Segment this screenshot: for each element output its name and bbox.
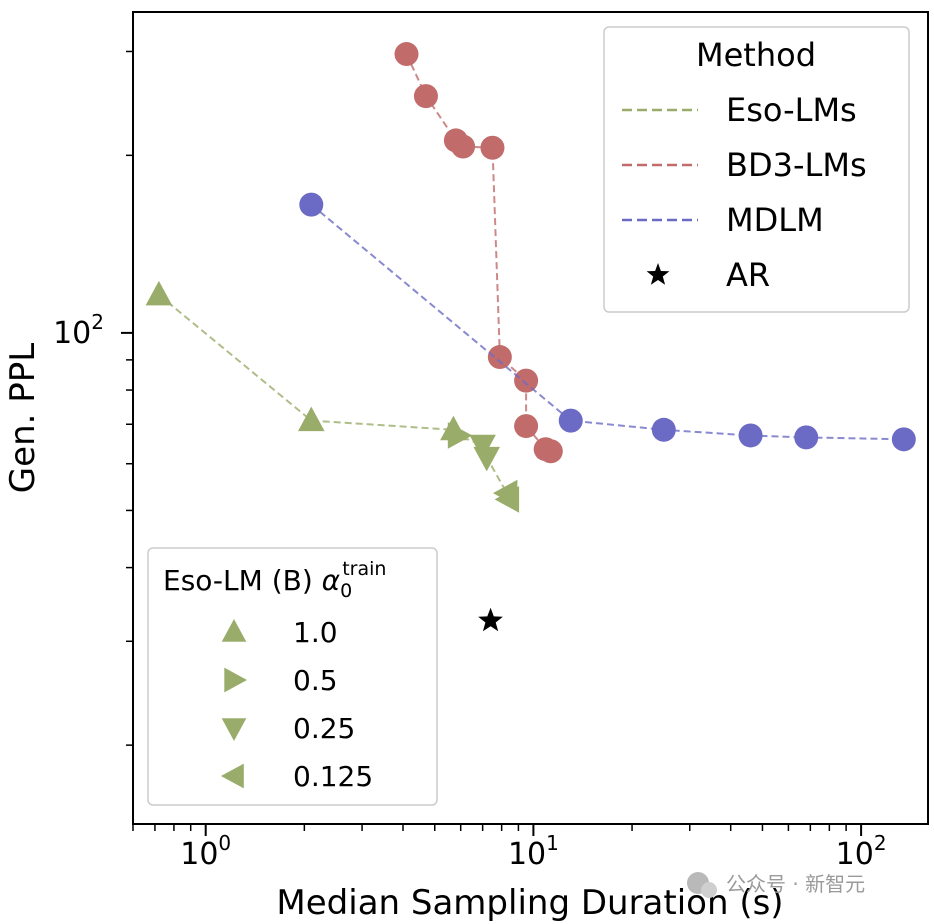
data-point — [558, 408, 583, 433]
data-point — [145, 280, 173, 306]
alpha-legend-title-main: Eso-LM (B) — [163, 564, 322, 597]
alpha-legend-title-symbol: α — [322, 564, 341, 597]
alpha-legend-marker — [221, 718, 247, 741]
data-point — [473, 446, 500, 472]
data-point — [738, 423, 763, 448]
x-tick-label: 100 — [180, 831, 231, 872]
data-point — [494, 486, 520, 513]
method-legend-entry: BD3-LMs — [622, 146, 867, 184]
method-legend-box — [603, 26, 910, 313]
legend-star-marker — [646, 263, 670, 285]
x-tick-label: 102 — [836, 831, 887, 872]
alpha-legend-title-sup: train — [342, 558, 386, 580]
method-legend-label: BD3-LMs — [726, 146, 867, 184]
alpha-legend-entry: 1.0 — [221, 616, 338, 649]
alpha-legend-title: Eso-LM (B) α0train — [163, 558, 386, 602]
alpha-legend-label: 0.5 — [293, 664, 338, 697]
method-legend: Method Eso-LMs BD3-LMs MDLM AR — [603, 26, 910, 313]
alpha-legend-marker — [224, 667, 247, 693]
method-legend-label: Eso-LMs — [726, 91, 857, 129]
data-point — [413, 84, 438, 109]
method-legend-label: MDLM — [726, 201, 824, 239]
x-tick-label: 101 — [508, 831, 559, 872]
method-legend-label: AR — [726, 256, 770, 294]
method-legend-entry: AR — [646, 256, 770, 294]
watermark-text: 公众号 · 新智元 — [726, 872, 865, 896]
alpha-legend-marker — [221, 619, 247, 642]
data-point — [514, 414, 539, 439]
data-point — [394, 42, 419, 67]
watermark: 公众号 · 新智元 — [687, 872, 865, 898]
method-legend-title: Method — [696, 36, 816, 74]
series-layer — [145, 42, 916, 632]
data-point — [480, 135, 505, 160]
series-mdlm — [299, 192, 916, 452]
y-tick-label: 102 — [53, 310, 104, 351]
wechat-icon-inner — [701, 882, 717, 898]
method-legend-entry: Eso-LMs — [622, 91, 857, 129]
method-legend-entries: Eso-LMs BD3-LMs MDLM AR — [622, 91, 867, 294]
y-axis-label: Gen. PPL — [3, 343, 43, 493]
data-point-star — [478, 607, 503, 632]
alpha-legend-title-sub: 0 — [340, 580, 352, 602]
major-ticks: 100 101 102 102 — [53, 310, 886, 872]
data-point — [447, 422, 473, 449]
data-point — [538, 439, 563, 464]
alpha-legend: Eso-LM (B) α0train 1.0 0.5 0.25 0.125 — [147, 547, 438, 806]
data-point — [794, 425, 819, 450]
data-point — [487, 345, 512, 370]
alpha-legend-label: 1.0 — [293, 616, 338, 649]
alpha-legend-entries: 1.0 0.5 0.25 0.125 — [221, 616, 373, 793]
series-ar — [478, 607, 503, 632]
series-line-mdlm — [310, 203, 904, 441]
series-line-eso-lms — [158, 294, 510, 500]
alpha-legend-marker — [221, 763, 244, 789]
series-eso-lms — [145, 280, 520, 513]
alpha-legend-box — [147, 547, 438, 806]
data-point — [891, 427, 916, 452]
series-line-bd3-lms — [405, 53, 552, 453]
data-point — [514, 368, 539, 393]
minor-ticks — [126, 50, 847, 831]
data-point — [299, 192, 324, 217]
method-legend-entry: MDLM — [622, 201, 824, 239]
alpha-legend-entry: 0.5 — [224, 664, 338, 697]
alpha-legend-label: 0.125 — [293, 760, 373, 793]
series-bd3-lms — [394, 42, 563, 464]
data-point — [451, 134, 476, 159]
data-point — [298, 406, 325, 432]
alpha-legend-entry: 0.125 — [221, 760, 373, 793]
alpha-legend-entry: 0.25 — [221, 712, 355, 745]
data-point — [651, 417, 676, 442]
alpha-legend-label: 0.25 — [293, 712, 355, 745]
